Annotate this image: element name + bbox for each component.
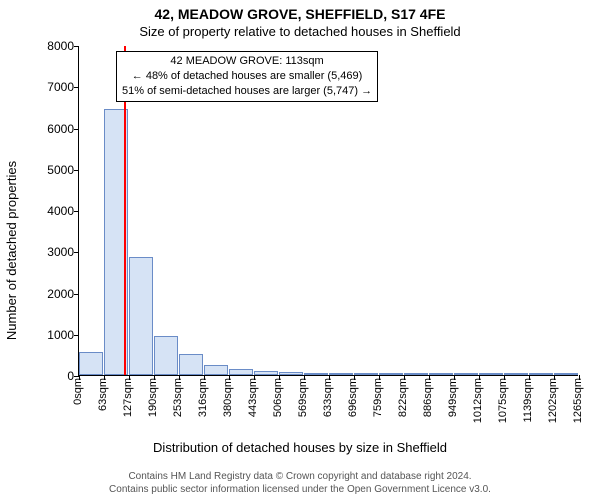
histogram-bar <box>154 336 178 375</box>
histogram-bar <box>504 373 528 375</box>
x-tick-label: 443sqm <box>247 378 259 417</box>
histogram-bar <box>479 373 503 375</box>
y-tick-mark <box>74 252 79 253</box>
y-tick-label: 1000 <box>24 328 74 342</box>
footer-credits: Contains HM Land Registry data © Crown c… <box>0 471 600 496</box>
x-tick-label: 506sqm <box>272 378 284 417</box>
x-tick-label: 253sqm <box>172 378 184 417</box>
y-tick-mark <box>74 87 79 88</box>
annotation-line: 51% of semi-detached houses are larger (… <box>122 84 372 99</box>
histogram-bar <box>429 373 453 375</box>
histogram-bar <box>129 257 153 375</box>
annotation-box: 42 MEADOW GROVE: 113sqm← 48% of detached… <box>116 51 378 102</box>
histogram-bar <box>79 352 103 376</box>
x-tick-label: 380sqm <box>222 378 234 417</box>
histogram-bar <box>179 354 203 375</box>
x-tick-label: 1075sqm <box>497 378 509 423</box>
x-tick-label: 1265sqm <box>572 378 584 423</box>
annotation-line: ← 48% of detached houses are smaller (5,… <box>122 69 372 84</box>
y-tick-mark <box>74 170 79 171</box>
x-tick-label: 1139sqm <box>522 378 534 422</box>
y-tick-label: 4000 <box>24 204 74 218</box>
chart-container: 42, MEADOW GROVE, SHEFFIELD, S17 4FE Siz… <box>0 0 600 500</box>
y-tick-mark <box>74 211 79 212</box>
y-tick-label: 6000 <box>24 122 74 136</box>
x-tick-label: 696sqm <box>347 378 359 417</box>
y-tick-label: 8000 <box>24 39 74 53</box>
x-tick-label: 127sqm <box>122 378 134 417</box>
histogram-bar <box>329 373 353 375</box>
x-tick-label: 63sqm <box>97 378 109 411</box>
histogram-bar <box>529 373 553 375</box>
x-tick-label: 190sqm <box>147 378 159 417</box>
histogram-bar <box>229 369 253 375</box>
x-tick-label: 1012sqm <box>472 378 484 423</box>
histogram-bar <box>454 373 478 375</box>
plot-area: 42 MEADOW GROVE: 113sqm← 48% of detached… <box>78 46 578 376</box>
x-tick-label: 886sqm <box>422 378 434 417</box>
histogram-bar <box>204 365 228 375</box>
x-tick-label: 633sqm <box>322 378 334 417</box>
histogram-bar <box>379 373 403 375</box>
y-axis-label-text: Number of detached properties <box>5 160 20 339</box>
x-axis-label: Distribution of detached houses by size … <box>0 440 600 455</box>
histogram-bar <box>254 371 278 375</box>
y-tick-label: 3000 <box>24 245 74 259</box>
y-tick-mark <box>74 294 79 295</box>
footer-line-1: Contains HM Land Registry data © Crown c… <box>0 471 600 484</box>
histogram-bar <box>404 373 428 375</box>
footer-line-2: Contains public sector information licen… <box>0 484 600 497</box>
x-tick-label: 759sqm <box>372 378 384 417</box>
histogram-bar <box>354 373 378 375</box>
x-tick-label: 0sqm <box>72 378 84 405</box>
x-tick-label: 569sqm <box>297 378 309 417</box>
y-tick-label: 7000 <box>24 80 74 94</box>
y-tick-mark <box>74 335 79 336</box>
y-tick-label: 5000 <box>24 163 74 177</box>
y-tick-mark <box>74 46 79 47</box>
x-tick-label: 949sqm <box>447 378 459 417</box>
histogram-bar <box>304 373 328 375</box>
annotation-line: 42 MEADOW GROVE: 113sqm <box>122 54 372 69</box>
y-tick-label: 0 <box>24 369 74 383</box>
y-axis-label: Number of detached properties <box>2 0 22 500</box>
histogram-bar <box>279 372 303 375</box>
x-tick-label: 1202sqm <box>547 378 559 423</box>
x-tick-label: 316sqm <box>197 378 209 417</box>
chart-title-main: 42, MEADOW GROVE, SHEFFIELD, S17 4FE <box>0 6 600 22</box>
chart-title-sub: Size of property relative to detached ho… <box>0 24 600 39</box>
y-tick-label: 2000 <box>24 287 74 301</box>
histogram-bar <box>554 373 578 375</box>
x-tick-label: 822sqm <box>397 378 409 417</box>
y-tick-mark <box>74 129 79 130</box>
